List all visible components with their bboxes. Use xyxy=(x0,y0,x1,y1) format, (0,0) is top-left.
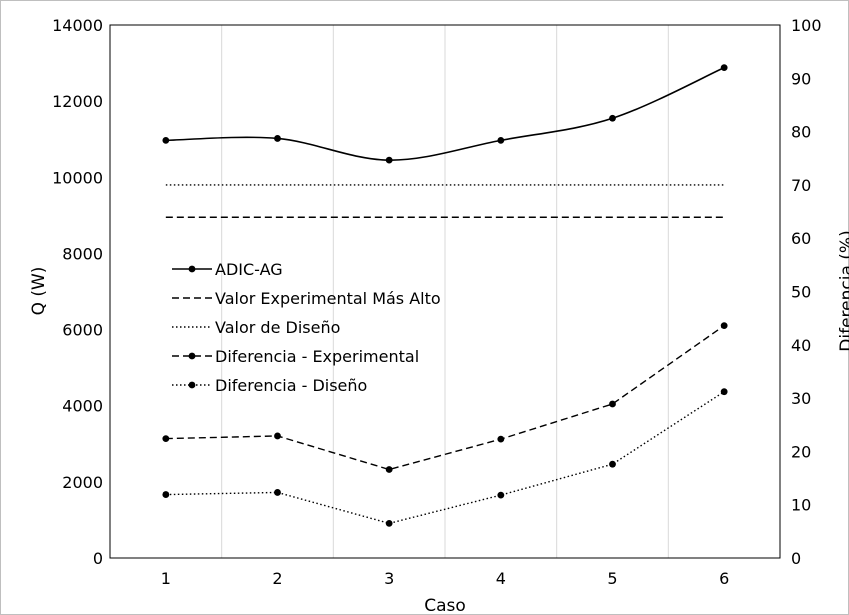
legend-marker xyxy=(188,381,196,389)
x-tick-label: 4 xyxy=(496,569,506,588)
y-tick-label: 10000 xyxy=(52,168,103,187)
data-point xyxy=(720,322,728,330)
series-line xyxy=(165,391,725,525)
series-layer xyxy=(162,64,728,527)
y2-tick-label: 10 xyxy=(791,496,811,515)
y2-tick-label: 70 xyxy=(791,176,811,195)
plot-area xyxy=(109,24,781,559)
series-group xyxy=(162,388,728,527)
y-axis-title: Q (W) xyxy=(29,267,49,316)
data-point xyxy=(609,114,616,122)
y2-tick-label: 40 xyxy=(791,336,811,355)
data-point xyxy=(385,466,393,473)
x-tick-label: 2 xyxy=(272,569,282,588)
y2-tick-label: 100 xyxy=(791,16,822,35)
data-point xyxy=(274,432,281,440)
data-point xyxy=(609,400,616,408)
data-point xyxy=(385,156,393,164)
series-group xyxy=(162,322,728,473)
y2-tick-label: 0 xyxy=(791,549,801,568)
y-tick-label: 6000 xyxy=(62,321,103,340)
y2-tick-label: 60 xyxy=(791,229,811,248)
data-point xyxy=(162,491,170,498)
y2-tick-label: 30 xyxy=(791,389,811,408)
y2-tick-label: 50 xyxy=(791,283,811,302)
y-tick-label: 0 xyxy=(93,549,103,568)
data-point xyxy=(497,491,505,499)
data-point xyxy=(720,64,728,72)
legend-label: Diferencia - Diseño xyxy=(215,376,367,395)
data-point xyxy=(274,135,281,142)
legend: ADIC-AG Valor Experimental Más Alto Valor … xyxy=(172,260,441,395)
legend-label: Valor Experimental Más Alto xyxy=(215,289,441,308)
y-tick-label: 4000 xyxy=(62,397,103,416)
legend-marker xyxy=(188,352,196,360)
legend-marker xyxy=(188,265,196,273)
x-tick-label: 5 xyxy=(607,569,617,588)
y2-tick-label: 20 xyxy=(791,442,811,461)
gridlines xyxy=(221,25,669,558)
data-point xyxy=(497,136,505,144)
data-point xyxy=(162,136,170,144)
y-tick-label: 8000 xyxy=(62,244,103,263)
y2-axis-title: Diferencia (%) xyxy=(837,230,849,351)
data-point xyxy=(274,489,281,496)
y-tick-label: 12000 xyxy=(52,92,103,111)
axes: 1 2 3 4 5 60200040006000800010000120001400001… xyxy=(52,16,821,588)
data-point xyxy=(720,388,728,396)
legend-label: Valor de Diseño xyxy=(215,318,340,337)
series-line xyxy=(165,66,725,161)
data-point xyxy=(609,460,616,468)
series-group xyxy=(162,64,728,164)
x-axis-title: Caso xyxy=(424,596,466,615)
series-line xyxy=(165,325,725,471)
y2-tick-label: 80 xyxy=(791,123,811,142)
y2-tick-label: 90 xyxy=(791,69,811,88)
legend-label: ADIC-AG xyxy=(215,260,283,279)
data-point xyxy=(497,435,505,443)
x-tick-label: 3 xyxy=(384,569,394,588)
x-tick-label: 6 xyxy=(719,569,729,588)
y-tick-label: 2000 xyxy=(62,473,103,492)
legend-label: Diferencia - Experimental xyxy=(215,347,419,366)
data-point xyxy=(385,519,393,527)
data-point xyxy=(162,435,170,443)
x-tick-label: 1 xyxy=(161,569,171,588)
y-tick-label: 14000 xyxy=(52,16,103,35)
